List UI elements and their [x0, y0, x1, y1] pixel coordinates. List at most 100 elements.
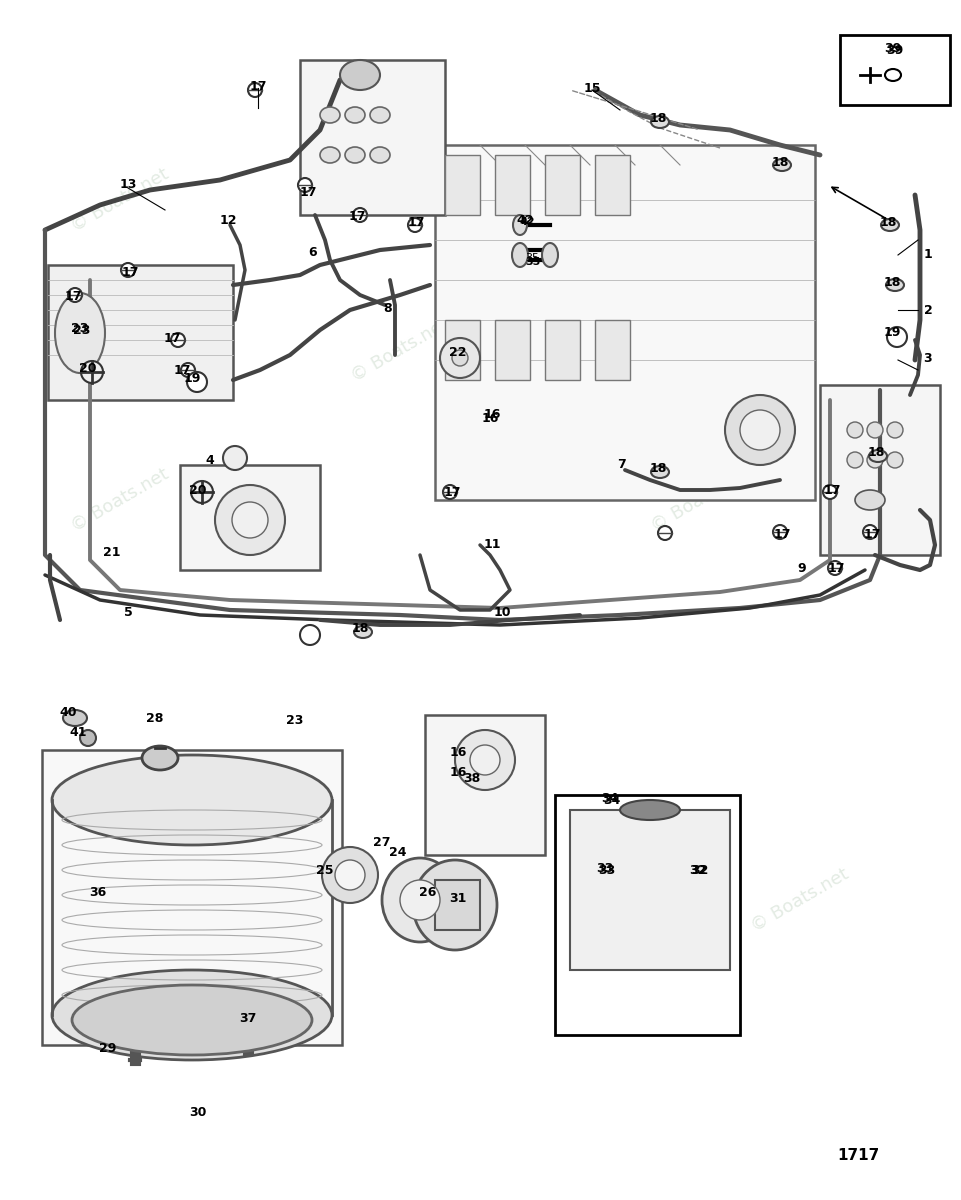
Ellipse shape: [620, 800, 680, 820]
Text: 7: 7: [618, 458, 627, 472]
Text: 35: 35: [525, 253, 539, 263]
Text: 13: 13: [119, 179, 136, 192]
Ellipse shape: [345, 146, 365, 163]
Ellipse shape: [81, 361, 103, 383]
Text: 25: 25: [316, 864, 333, 876]
Text: 17: 17: [774, 528, 791, 540]
Ellipse shape: [223, 446, 247, 470]
Bar: [555, 794, 740, 1034]
Bar: [820, 385, 940, 554]
Ellipse shape: [512, 242, 528, 266]
Text: 16: 16: [483, 408, 501, 421]
Ellipse shape: [322, 847, 378, 902]
Text: 31: 31: [450, 892, 467, 905]
Ellipse shape: [215, 485, 285, 554]
Text: © Boats.net: © Boats.net: [68, 464, 172, 535]
Text: 41: 41: [69, 726, 86, 738]
Text: 17: 17: [163, 331, 181, 344]
Bar: [545, 320, 580, 380]
Text: 18: 18: [883, 276, 900, 288]
Ellipse shape: [452, 350, 468, 366]
Bar: [435, 880, 480, 930]
Ellipse shape: [443, 485, 457, 499]
Text: 16: 16: [450, 766, 467, 779]
Ellipse shape: [300, 625, 320, 646]
Text: 32: 32: [689, 864, 706, 876]
Ellipse shape: [354, 626, 372, 638]
Text: 23: 23: [286, 714, 304, 726]
Text: 28: 28: [146, 712, 163, 725]
Text: 24: 24: [389, 846, 407, 858]
Bar: [445, 320, 480, 380]
Bar: [545, 155, 580, 215]
Text: 35: 35: [526, 257, 541, 266]
Text: 42: 42: [519, 217, 535, 227]
Ellipse shape: [855, 490, 885, 510]
Text: 18: 18: [868, 445, 885, 458]
Text: 16: 16: [481, 412, 499, 425]
Text: 5: 5: [124, 606, 133, 618]
Bar: [425, 715, 545, 854]
Text: 17: 17: [348, 210, 366, 223]
Text: 27: 27: [373, 835, 391, 848]
Ellipse shape: [72, 985, 312, 1055]
Ellipse shape: [773, 526, 787, 539]
Text: 1: 1: [924, 248, 932, 262]
Ellipse shape: [370, 146, 390, 163]
Bar: [180, 464, 320, 570]
Text: 30: 30: [189, 1105, 207, 1118]
Ellipse shape: [867, 452, 883, 468]
Bar: [840, 35, 950, 104]
Ellipse shape: [370, 107, 390, 122]
Text: 6: 6: [308, 246, 317, 258]
Text: 17: 17: [827, 562, 845, 575]
Text: 33: 33: [599, 864, 616, 876]
Text: 36: 36: [89, 886, 107, 899]
Ellipse shape: [171, 332, 185, 347]
Ellipse shape: [828, 560, 842, 575]
Text: 17: 17: [863, 528, 880, 540]
Text: 8: 8: [383, 301, 392, 314]
Ellipse shape: [725, 395, 795, 464]
Ellipse shape: [121, 263, 135, 277]
Ellipse shape: [470, 745, 500, 775]
Ellipse shape: [887, 422, 903, 438]
Ellipse shape: [869, 450, 887, 462]
Text: 12: 12: [219, 214, 236, 227]
Text: © Boats.net: © Boats.net: [68, 164, 172, 235]
Ellipse shape: [353, 208, 367, 222]
Ellipse shape: [320, 107, 340, 122]
Ellipse shape: [867, 422, 883, 438]
Text: 34: 34: [604, 793, 621, 806]
Bar: [570, 810, 730, 970]
Text: 17: 17: [121, 265, 138, 278]
Ellipse shape: [651, 466, 669, 478]
Ellipse shape: [52, 755, 332, 845]
Ellipse shape: [440, 338, 480, 378]
Text: 3: 3: [924, 352, 932, 365]
Text: 1717: 1717: [837, 1147, 879, 1163]
Text: 21: 21: [103, 546, 121, 558]
Ellipse shape: [881, 218, 899, 230]
Text: © Boats.net: © Boats.net: [348, 314, 452, 385]
Bar: [435, 145, 815, 500]
Text: 33: 33: [597, 862, 614, 875]
Text: © Boats.net: © Boats.net: [648, 464, 752, 535]
Ellipse shape: [886, 278, 904, 290]
Ellipse shape: [408, 218, 422, 232]
Text: 17: 17: [824, 484, 841, 497]
Text: 18: 18: [650, 462, 667, 474]
Ellipse shape: [651, 116, 669, 128]
Text: 16: 16: [450, 745, 467, 758]
Text: 18: 18: [879, 216, 897, 228]
Text: 20: 20: [79, 361, 97, 374]
Ellipse shape: [413, 860, 497, 950]
Ellipse shape: [335, 860, 365, 890]
Text: © Boats.net: © Boats.net: [748, 865, 852, 935]
Ellipse shape: [847, 452, 863, 468]
Text: 17: 17: [249, 80, 267, 94]
Text: 38: 38: [463, 772, 480, 785]
Ellipse shape: [248, 83, 262, 97]
Ellipse shape: [191, 481, 213, 503]
Ellipse shape: [63, 710, 87, 726]
